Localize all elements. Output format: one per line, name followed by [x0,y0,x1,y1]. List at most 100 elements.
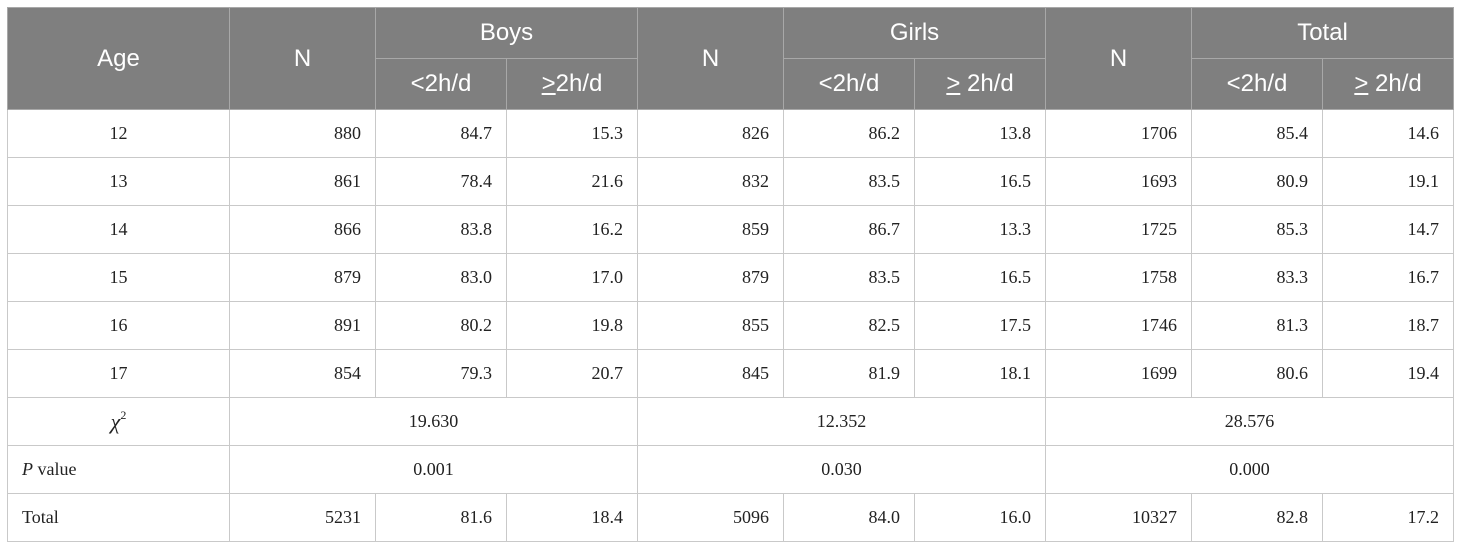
cell-girls-lt: 81.9 [783,349,916,398]
totals-girls-ge: 16.0 [914,493,1047,542]
header-n-boys: N [229,7,376,110]
cell-total-lt: 81.3 [1191,301,1324,350]
cell-age: 12 [7,109,230,158]
table-container: Age N Boys N Girls N Total <2h/d >2h/d <… [7,7,1455,542]
cell-boys-ge: 20.7 [505,349,639,398]
cell-girls-lt: 83.5 [783,253,916,302]
cell-age: 17 [7,349,230,398]
cell-total-lt: 85.4 [1191,109,1324,158]
header-total-lt: <2h/d [1191,58,1324,110]
cell-girls-n: 859 [637,205,785,254]
cell-total-n: 1699 [1045,349,1193,398]
header-row-2: <2h/d >2h/d <2h/d > 2h/d <2h/d > 2h/d [8,58,1455,110]
header-age: Age [7,7,230,110]
cell-girls-ge: 13.8 [914,109,1047,158]
cell-age: 16 [7,301,230,350]
cell-boys-ge: 21.6 [505,157,639,206]
cell-girls-n: 845 [637,349,785,398]
cell-girls-lt: 82.5 [783,301,916,350]
cell-total-n: 1746 [1045,301,1193,350]
cell-total-lt: 85.3 [1191,205,1324,254]
cell-girls-n: 879 [637,253,785,302]
chi-square-label: χ2 [7,397,230,446]
cell-boys-lt: 83.8 [375,205,507,254]
cell-boys-lt: 83.0 [375,253,507,302]
cell-total-ge: 14.7 [1322,205,1455,254]
p-label-text: value [33,459,77,479]
cell-age: 15 [7,253,230,302]
cell-girls-ge: 17.5 [914,301,1047,350]
cell-total-n: 1758 [1045,253,1193,302]
cell-total-n: 1706 [1045,109,1193,158]
cell-boys-n: 880 [229,109,376,158]
cell-girls-lt: 86.7 [783,205,916,254]
header-total: Total [1191,7,1455,59]
cell-age: 13 [7,157,230,206]
cell-boys-lt: 84.7 [375,109,507,158]
cell-total-ge: 19.4 [1322,349,1455,398]
cell-total-lt: 80.9 [1191,157,1324,206]
table-body: 12 880 84.7 15.3 826 86.2 13.8 1706 85.4… [7,109,1455,542]
table-row: 12 880 84.7 15.3 826 86.2 13.8 1706 85.4… [7,109,1455,158]
cell-total-ge: 16.7 [1322,253,1455,302]
cell-boys-n: 879 [229,253,376,302]
table-row: 16 891 80.2 19.8 855 82.5 17.5 1746 81.3… [7,301,1455,350]
cell-girls-n: 855 [637,301,785,350]
ge-symbol: > [946,70,961,97]
totals-boys-n: 5231 [229,493,376,542]
ge-label: 2h/d [960,70,1014,97]
ge-label: 2h/d [1368,70,1422,97]
cell-girls-ge: 16.5 [914,253,1047,302]
screen-time-table: Age N Boys N Girls N Total <2h/d >2h/d <… [7,7,1455,542]
header-girls: Girls [783,7,1047,59]
table-row: 17 854 79.3 20.7 845 81.9 18.1 1699 80.6… [7,349,1455,398]
totals-boys-lt: 81.6 [375,493,507,542]
cell-boys-lt: 78.4 [375,157,507,206]
cell-girls-lt: 86.2 [783,109,916,158]
chi-superscript: 2 [120,408,127,422]
cell-boys-lt: 79.3 [375,349,507,398]
chi-symbol: χ [110,409,121,434]
header-n-girls: N [637,7,785,110]
totals-label: Total [7,493,230,542]
header-total-ge: > 2h/d [1322,58,1455,110]
cell-girls-ge: 16.5 [914,157,1047,206]
header-boys: Boys [374,7,639,59]
totals-girls-n: 5096 [637,493,785,542]
cell-boys-n: 854 [229,349,376,398]
p-value-total: 0.000 [1045,445,1455,494]
header-girls-ge: > 2h/d [914,58,1047,110]
chi-square-boys: 19.630 [228,397,639,446]
cell-girls-ge: 13.3 [914,205,1047,254]
chi-square-girls: 12.352 [637,397,1047,446]
header-n-total: N [1045,7,1193,110]
cell-girls-n: 826 [637,109,785,158]
table-row: 13 861 78.4 21.6 832 83.5 16.5 1693 80.9… [7,157,1455,206]
p-value-label: P value [7,445,230,494]
header-boys-ge: >2h/d [505,58,639,110]
cell-boys-ge: 16.2 [505,205,639,254]
header-boys-lt: <2h/d [375,58,507,110]
ge-symbol: > [1354,70,1369,97]
cell-total-n: 1725 [1045,205,1193,254]
chi-square-row: χ2 19.630 12.352 28.576 [7,397,1455,446]
p-value-boys: 0.001 [228,445,639,494]
totals-row: Total 5231 81.6 18.4 5096 84.0 16.0 1032… [7,493,1455,542]
cell-total-ge: 14.6 [1322,109,1455,158]
table-row: 14 866 83.8 16.2 859 86.7 13.3 1725 85.3… [7,205,1455,254]
cell-total-ge: 18.7 [1322,301,1455,350]
table-row: 15 879 83.0 17.0 879 83.5 16.5 1758 83.3… [7,253,1455,302]
cell-total-lt: 83.3 [1191,253,1324,302]
cell-boys-n: 891 [229,301,376,350]
ge-label: 2h/d [555,70,603,97]
p-symbol: P [22,459,33,479]
cell-girls-ge: 18.1 [914,349,1047,398]
cell-girls-n: 832 [637,157,785,206]
totals-total-lt: 82.8 [1191,493,1324,542]
header-row-1: Age N Boys N Girls N Total [7,7,1455,110]
cell-age: 14 [7,205,230,254]
cell-total-ge: 19.1 [1322,157,1455,206]
cell-boys-n: 861 [229,157,376,206]
cell-boys-ge: 15.3 [505,109,639,158]
chi-square-total: 28.576 [1045,397,1455,446]
